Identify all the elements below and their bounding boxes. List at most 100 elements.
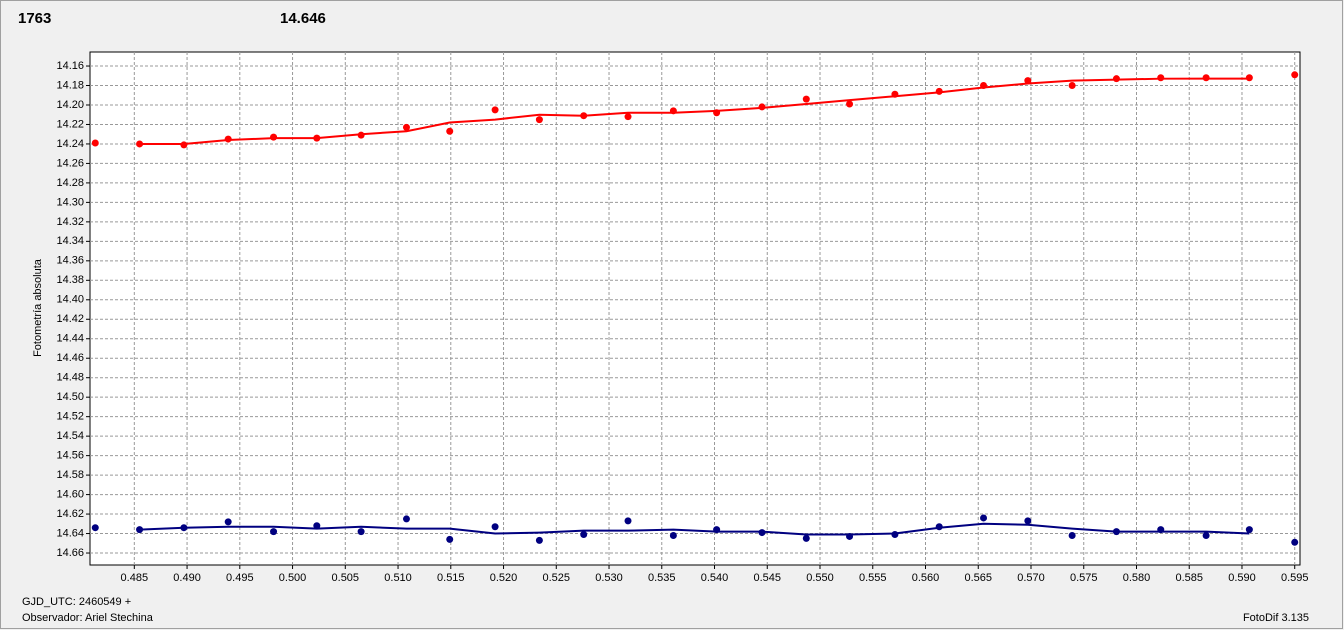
y-tick-label: 14.56 xyxy=(56,450,84,462)
y-tick-label: 14.38 xyxy=(56,274,84,286)
data-point xyxy=(224,135,232,143)
data-point xyxy=(180,524,188,532)
data-point xyxy=(713,109,721,117)
x-tick-label: 0.565 xyxy=(964,572,992,584)
data-point xyxy=(446,127,454,135)
data-point xyxy=(1024,77,1032,85)
x-tick-label: 0.495 xyxy=(226,572,254,584)
data-point xyxy=(446,535,454,543)
y-tick-label: 14.48 xyxy=(56,372,84,384)
trend-line xyxy=(139,522,1250,536)
data-point xyxy=(357,131,365,139)
x-tick-label: 0.505 xyxy=(332,572,360,584)
y-tick-label: 14.52 xyxy=(56,411,84,423)
x-tick-label: 0.510 xyxy=(384,572,412,584)
data-point xyxy=(1112,528,1120,536)
data-point xyxy=(1024,517,1032,525)
y-tick-label: 14.50 xyxy=(56,391,84,403)
data-point xyxy=(1245,74,1253,82)
data-point xyxy=(1245,526,1253,534)
x-tick-label: 0.570 xyxy=(1017,572,1045,584)
data-point xyxy=(802,534,810,542)
data-point xyxy=(1157,526,1165,534)
data-point xyxy=(713,526,721,534)
y-tick-label: 14.36 xyxy=(56,255,84,267)
x-tick-label: 0.560 xyxy=(912,572,940,584)
y-tick-label: 14.20 xyxy=(56,99,84,111)
data-point xyxy=(580,112,588,120)
data-point xyxy=(402,123,410,131)
y-tick-label: 14.24 xyxy=(56,138,84,150)
data-point xyxy=(935,87,943,95)
x-tick-label: 0.595 xyxy=(1281,572,1309,584)
y-tick-label: 14.34 xyxy=(56,235,84,247)
x-tick-label: 0.520 xyxy=(490,572,518,584)
y-tick-label: 14.58 xyxy=(56,469,84,481)
y-tick-label: 14.32 xyxy=(56,216,84,228)
data-point xyxy=(891,90,899,98)
x-tick-label: 0.530 xyxy=(595,572,623,584)
y-tick-label: 14.66 xyxy=(56,547,84,559)
plot-area xyxy=(89,51,1301,566)
y-tick-label: 14.30 xyxy=(56,196,84,208)
data-point xyxy=(935,523,943,531)
y-axis-label: Fotometría absoluta xyxy=(32,258,44,357)
data-point xyxy=(313,522,321,530)
data-point xyxy=(758,529,766,537)
y-tick-label: 14.44 xyxy=(56,333,84,345)
x-tick-label: 0.545 xyxy=(753,572,781,584)
x-tick-label: 0.550 xyxy=(806,572,834,584)
x-tick-label: 0.540 xyxy=(701,572,729,584)
x-axis-label: GJD_UTC: 2460549 + xyxy=(22,596,131,608)
y-tick-label: 14.40 xyxy=(56,294,84,306)
data-point xyxy=(535,116,543,124)
data-point xyxy=(136,526,144,534)
x-tick-label: 0.515 xyxy=(437,572,465,584)
y-tick-label: 14.60 xyxy=(56,488,84,500)
x-tick-label: 0.490 xyxy=(173,572,201,584)
x-tick-label: 0.590 xyxy=(1228,572,1256,584)
data-point xyxy=(136,140,144,148)
x-tick-label: 0.580 xyxy=(1123,572,1151,584)
chart-subtitle: 14.646 xyxy=(280,10,326,27)
x-tick-label: 0.485 xyxy=(121,572,149,584)
chart-title: 1763 xyxy=(18,10,51,27)
data-point xyxy=(669,107,677,115)
data-point xyxy=(224,518,232,526)
observer-note: Observador: Ariel Stechina xyxy=(22,612,154,624)
data-point xyxy=(1068,531,1076,539)
data-point xyxy=(846,532,854,540)
data-point xyxy=(1112,75,1120,83)
y-tick-label: 14.42 xyxy=(56,313,84,325)
data-point xyxy=(1068,82,1076,90)
data-point xyxy=(980,514,988,522)
data-point xyxy=(270,133,278,141)
data-point xyxy=(624,517,632,525)
data-point xyxy=(491,523,499,531)
software-note: FotoDif 3.135 xyxy=(1243,612,1309,624)
x-tick-label: 0.555 xyxy=(859,572,887,584)
data-point xyxy=(980,82,988,90)
data-point xyxy=(535,536,543,544)
data-point xyxy=(91,139,99,147)
data-point xyxy=(802,95,810,103)
data-point xyxy=(180,141,188,149)
data-point xyxy=(1291,71,1299,79)
data-point xyxy=(758,103,766,111)
data-point xyxy=(91,524,99,532)
x-tick-label: 0.575 xyxy=(1070,572,1098,584)
y-tick-label: 14.62 xyxy=(56,508,84,520)
y-tick-label: 14.54 xyxy=(56,430,84,442)
x-tick-label: 0.500 xyxy=(279,572,307,584)
x-tick-label: 0.535 xyxy=(648,572,676,584)
data-point xyxy=(357,528,365,536)
data-point xyxy=(313,134,321,142)
data-point xyxy=(1291,538,1299,546)
data-point xyxy=(891,531,899,539)
data-point xyxy=(1202,531,1210,539)
data-point xyxy=(1202,74,1210,82)
data-point xyxy=(669,531,677,539)
trend-line xyxy=(139,77,1250,145)
